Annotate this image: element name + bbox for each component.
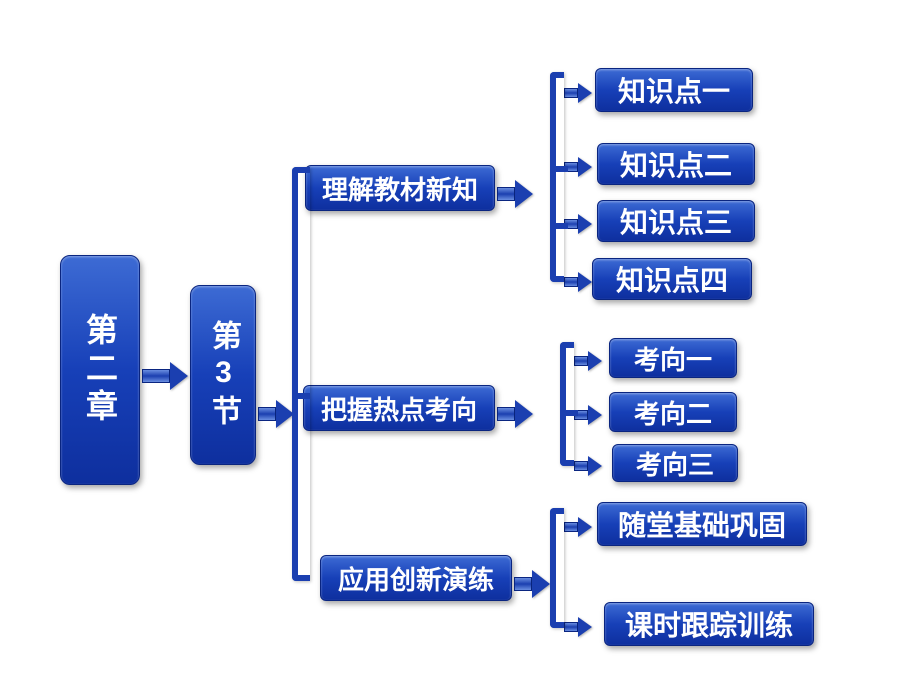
leaf-3-1-label: 随堂基础巩固	[618, 504, 786, 544]
arrow-root-l1	[142, 362, 188, 390]
leaf-1-2-label: 知识点二	[620, 144, 732, 184]
bracket-main	[292, 167, 310, 581]
branch-2-label: 把握热点考向	[321, 390, 477, 427]
leaf-2-3: 考向三	[612, 444, 738, 482]
leaf-3-1: 随堂基础巩固	[597, 502, 807, 546]
leaf-2-1-label: 考向一	[634, 340, 712, 377]
arrow-c14	[564, 272, 592, 292]
root-label: 第二章	[77, 313, 123, 427]
leaf-1-3: 知识点三	[597, 200, 755, 242]
arrow-c32	[564, 617, 592, 637]
leaf-1-1-label: 知识点一	[618, 70, 730, 110]
arrow-c12	[564, 157, 592, 177]
branch-2-node: 把握热点考向	[303, 385, 495, 431]
arrow-c22	[574, 405, 602, 425]
branch-3-label: 应用创新演练	[338, 560, 494, 597]
arrow-c21	[574, 351, 602, 371]
root-node: 第二章	[60, 255, 140, 485]
arrow-c11	[564, 83, 592, 103]
arrow-c23	[574, 456, 602, 476]
leaf-2-2-label: 考向二	[634, 394, 712, 431]
arrow-c13	[564, 214, 592, 234]
branch-3-node: 应用创新演练	[320, 555, 512, 601]
arrow-b1	[497, 180, 533, 208]
arrow-b3	[514, 570, 550, 598]
arrow-l1-bracket	[258, 400, 294, 428]
arrow-c31	[564, 517, 592, 537]
leaf-2-1: 考向一	[609, 338, 737, 378]
leaf-2-3-label: 考向三	[636, 445, 714, 482]
arrow-b2	[497, 400, 533, 428]
bracket-2	[560, 342, 574, 466]
leaf-1-2: 知识点二	[597, 143, 755, 185]
branch-1-node: 理解教材新知	[305, 165, 495, 211]
leaf-1-1: 知识点一	[595, 68, 753, 112]
leaf-1-3-label: 知识点三	[620, 201, 732, 241]
bracket-3	[550, 508, 564, 628]
branch-1-label: 理解教材新知	[322, 170, 478, 207]
level1-label: 第3节	[201, 320, 245, 431]
level1-node: 第3节	[190, 285, 256, 465]
bracket-1	[550, 72, 564, 282]
leaf-3-2-label: 课时跟踪训练	[625, 604, 793, 644]
leaf-1-4-label: 知识点四	[616, 259, 728, 299]
leaf-1-4: 知识点四	[592, 258, 752, 300]
leaf-3-2: 课时跟踪训练	[604, 602, 814, 646]
leaf-2-2: 考向二	[609, 392, 737, 432]
